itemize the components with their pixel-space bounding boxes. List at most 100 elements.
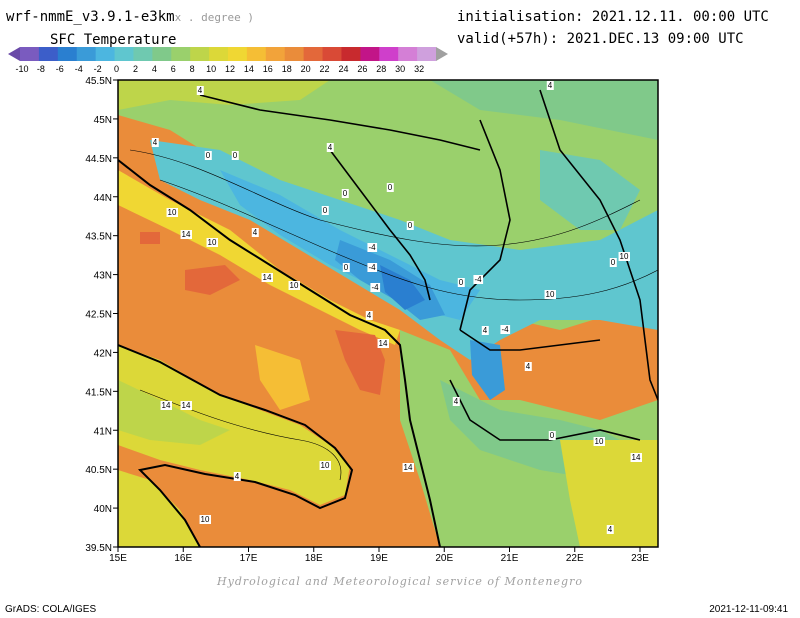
contour-label-bg <box>288 281 300 290</box>
sea-warm-tongue <box>255 345 310 410</box>
colorbar-label: -4 <box>75 64 83 74</box>
lon-label: 22E <box>566 553 584 564</box>
serbia-cool-area <box>540 150 640 230</box>
north-east-land <box>430 80 658 140</box>
contour-value-label: 0 <box>408 221 413 230</box>
contour-value-label: 14 <box>162 401 171 410</box>
contour-label-bg <box>386 183 394 192</box>
contour-label-bg <box>206 238 218 247</box>
italy-coastline <box>118 344 354 547</box>
contour-value-label: 4 <box>328 143 333 152</box>
contour-value-label: -4 <box>368 243 376 252</box>
border-macedonia <box>449 379 641 441</box>
colorbar-swatch <box>190 47 210 61</box>
contour-label-bg <box>606 525 614 534</box>
lat-label: 43N <box>94 271 112 282</box>
colorbar-label: -8 <box>37 64 45 74</box>
lat-label: 45.5N <box>85 76 112 87</box>
contour-value-label: 10 <box>208 238 217 247</box>
contour-value-label: 4 <box>454 397 459 406</box>
colorbar-label: 26 <box>357 64 367 74</box>
colorbar-label: -2 <box>94 64 102 74</box>
border-bosnia <box>329 149 431 301</box>
colorbar-swatch <box>20 47 40 61</box>
contour-value-label: 4 <box>483 326 488 335</box>
colorbar-swatch <box>38 47 59 61</box>
contour-value-label: 4 <box>608 525 613 534</box>
lat-label: 42N <box>94 348 112 359</box>
colorbar-label: 0 <box>114 64 119 74</box>
contour-label-bg <box>231 151 239 160</box>
longitude-axis: 15E 16E 17E 18E 19E 20E 21E 22E 23E <box>109 547 649 564</box>
contour-value-label: 14 <box>182 401 191 410</box>
east-cold-valley <box>470 340 505 400</box>
colorbar-swatch <box>246 47 267 61</box>
lat-label: 42.5N <box>85 310 112 321</box>
contour-label-bg <box>166 208 178 217</box>
contour-value-label: 0 <box>550 431 555 440</box>
contour-value-label: 14 <box>379 339 388 348</box>
contour-value-label: 4 <box>153 138 158 147</box>
colorbar-swatch <box>228 47 248 61</box>
contour-value-label: 14 <box>404 463 413 472</box>
colorbar-label: 32 <box>414 64 424 74</box>
colorbar-label: 8 <box>190 64 195 74</box>
contour-value-label: -4 <box>368 263 376 272</box>
contour-value-label: 4 <box>235 472 240 481</box>
colorbar-label: 18 <box>282 64 292 74</box>
contour-label-bg <box>199 515 211 524</box>
colorbar-swatch <box>133 47 153 61</box>
colorbar-swatch <box>152 47 172 61</box>
software-label: GrADS: COLA/IGES <box>5 604 97 615</box>
contour-value-label: 0 <box>344 263 349 272</box>
contour-label-bg <box>546 81 554 90</box>
contour-value-label: 0 <box>459 278 464 287</box>
map-field <box>118 80 658 547</box>
contour-labels: 4 4 4 4 0 0 0 0 0 0 4 10 14 10 14 -4 -4 -4 0 0 -4 -4 10 4 4 4 4 14 1… <box>151 81 642 534</box>
contour-label-bg <box>370 283 381 292</box>
model-name: wrf-nmmE_v3.9.1-e3km <box>6 9 175 25</box>
contour-value-label: 0 <box>233 151 238 160</box>
contour-label-bg <box>524 362 532 371</box>
colorbar-swatch <box>265 47 286 61</box>
contour-value-label: 4 <box>253 228 258 237</box>
contour-label-bg <box>457 278 465 287</box>
warm-sea-patch-3 <box>140 232 160 244</box>
contour-label-bg <box>367 243 378 252</box>
contour-label-bg <box>544 290 556 299</box>
lon-label: 15E <box>109 553 127 564</box>
contour-label-bg <box>377 339 389 348</box>
contour-value-label: 14 <box>182 230 191 239</box>
contour-label-bg <box>341 189 349 198</box>
lon-label: 18E <box>305 553 323 564</box>
contour-label-bg <box>160 401 172 410</box>
header-right: initialisation: 2021.12.11. 00:00 UTC va… <box>457 6 769 50</box>
contour-label-bg <box>233 472 241 481</box>
resolution-note: x . degree ) <box>174 11 255 24</box>
colorbar-label: -10 <box>15 64 28 74</box>
colorbar-label: 12 <box>225 64 235 74</box>
init-time: initialisation: 2021.12.11. 00:00 UTC <box>457 9 769 25</box>
colorbar-swatch <box>171 47 191 61</box>
credit-line: Hydrological and Meteorological service … <box>217 575 583 588</box>
lon-label: 23E <box>631 553 649 564</box>
contour-value-label: 10 <box>201 515 210 524</box>
contour-value-label: 14 <box>263 273 272 282</box>
contour-label-bg <box>321 206 329 215</box>
contour-value-label: 10 <box>620 252 629 261</box>
contour-label-bg <box>367 263 378 272</box>
lat-label: 41.5N <box>85 387 112 398</box>
lat-label: 44.5N <box>85 154 112 165</box>
lat-label: 40N <box>94 504 112 515</box>
lat-label: 39.5N <box>85 543 112 554</box>
valid-time: valid(+57h): 2021.DEC.13 09:00 UTC <box>457 31 744 47</box>
contour-value-label: 10 <box>168 208 177 217</box>
contour-label-bg <box>180 230 192 239</box>
contour-value-label: 4 <box>198 86 203 95</box>
colorbar-label: 20 <box>301 64 311 74</box>
contour-label-bg <box>630 453 642 462</box>
lat-label: 44N <box>94 193 112 204</box>
colorbar-label: 10 <box>206 64 216 74</box>
contour-label-bg <box>319 461 331 470</box>
